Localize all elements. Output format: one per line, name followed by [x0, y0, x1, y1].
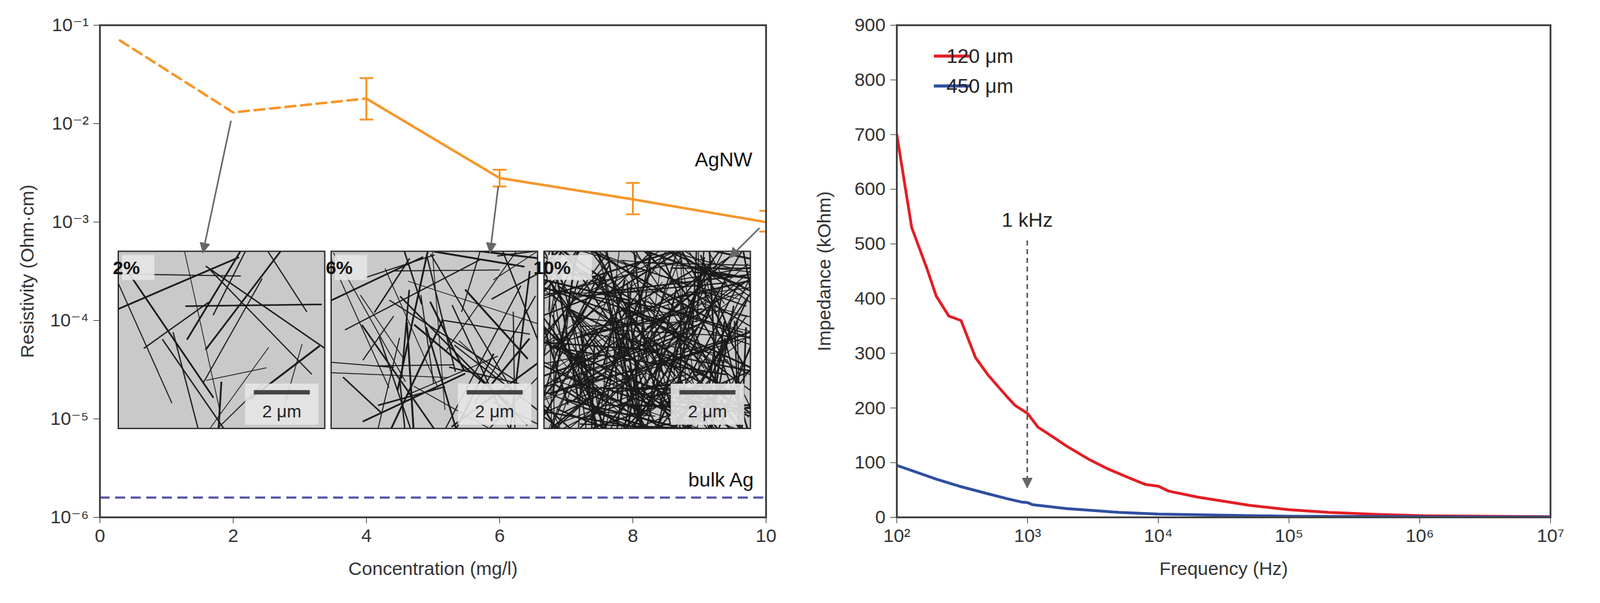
svg-text:800: 800 — [854, 69, 886, 90]
svg-text:Impedance (kOhm): Impedance (kOhm) — [813, 191, 835, 352]
svg-text:2%: 2% — [112, 257, 140, 278]
svg-text:10⁻⁶: 10⁻⁶ — [50, 506, 90, 527]
svg-text:10%: 10% — [533, 257, 571, 278]
svg-text:2 μm: 2 μm — [687, 401, 728, 421]
svg-text:Frequency (Hz): Frequency (Hz) — [1159, 557, 1289, 579]
svg-text:2 μm: 2 μm — [262, 401, 302, 421]
svg-text:200: 200 — [854, 397, 886, 418]
svg-text:10³: 10³ — [1014, 524, 1041, 546]
svg-text:10⁻²: 10⁻² — [51, 112, 89, 134]
svg-text:450 μm: 450 μm — [946, 74, 1013, 98]
svg-text:10⁷: 10⁷ — [1536, 524, 1564, 546]
svg-text:100: 100 — [854, 451, 886, 472]
svg-text:0: 0 — [94, 524, 106, 546]
svg-text:700: 700 — [854, 123, 886, 145]
svg-text:10⁶: 10⁶ — [1405, 524, 1435, 546]
svg-text:10⁻⁴: 10⁻⁴ — [49, 309, 89, 330]
svg-text:10⁻¹: 10⁻¹ — [51, 14, 89, 35]
svg-text:10⁻⁵: 10⁻⁵ — [50, 407, 90, 429]
svg-text:10²: 10² — [883, 524, 911, 546]
svg-text:10⁵: 10⁵ — [1275, 524, 1304, 546]
svg-text:8: 8 — [627, 524, 639, 546]
svg-text:10⁻³: 10⁻³ — [51, 211, 89, 232]
svg-text:10⁴: 10⁴ — [1143, 524, 1173, 546]
svg-text:120 μm: 120 μm — [946, 44, 1013, 68]
svg-text:2 μm: 2 μm — [475, 401, 515, 421]
svg-text:4: 4 — [361, 524, 372, 546]
svg-text:2: 2 — [227, 524, 239, 546]
svg-text:0: 0 — [875, 506, 886, 527]
svg-text:600: 600 — [854, 178, 886, 199]
svg-text:900: 900 — [854, 14, 886, 35]
svg-text:AgNW: AgNW — [694, 148, 753, 171]
svg-text:6%: 6% — [325, 257, 353, 278]
svg-text:6: 6 — [494, 524, 505, 546]
svg-text:Resistivity (Ohm·cm): Resistivity (Ohm·cm) — [16, 184, 38, 358]
svg-text:bulk Ag: bulk Ag — [688, 468, 754, 491]
svg-text:500: 500 — [854, 232, 886, 254]
svg-text:1 kHz: 1 kHz — [1001, 208, 1053, 231]
svg-text:400: 400 — [854, 287, 886, 309]
svg-text:Concentration (mg/l): Concentration (mg/l) — [348, 557, 518, 579]
svg-text:10: 10 — [755, 524, 777, 546]
svg-text:300: 300 — [854, 342, 886, 363]
